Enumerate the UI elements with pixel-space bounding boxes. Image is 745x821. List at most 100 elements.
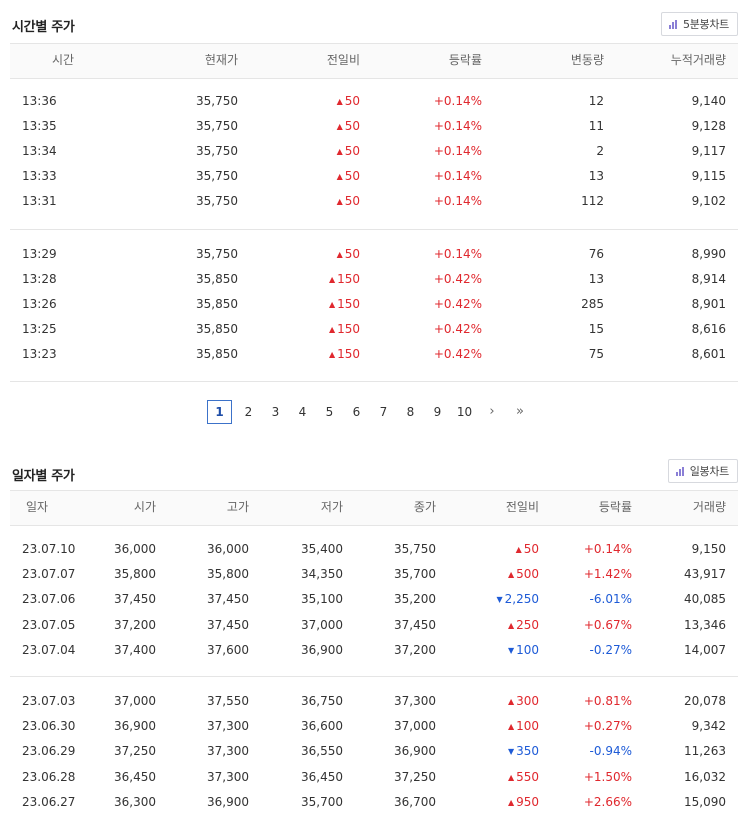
change-value: 50: [344, 169, 360, 183]
rate-cell: -6.01%: [589, 592, 632, 607]
cum-volume-cell: 8,914: [691, 272, 726, 286]
change-cell: ▲ 50: [337, 164, 360, 190]
up-triangle-icon: ▲: [507, 772, 515, 782]
table-row: 13:23 35,850 ▲ 150 +0.42% 75 8,601: [10, 342, 738, 367]
up-triangle-icon: ▲: [336, 197, 343, 206]
page-link[interactable]: 2: [244, 405, 253, 419]
up-triangle-icon: ▲: [507, 570, 515, 580]
price-cell: 35,750: [196, 194, 238, 208]
time-cell: 13:36: [22, 94, 57, 108]
price-cell: 35,850: [196, 322, 238, 336]
time-cell: 13:28: [22, 272, 57, 286]
rate-cell: +0.42%: [433, 272, 482, 286]
low-cell: 36,450: [301, 769, 343, 784]
page-link[interactable]: 7: [379, 405, 388, 419]
time-cell: 13:26: [22, 297, 57, 311]
table-row: 23.06.27 36,300 36,900 35,700 36,700 ▲ 950 +2.6…: [10, 790, 738, 815]
cum-volume-cell: 9,102: [691, 194, 726, 208]
pagination: 1 2 3 4 5 6 7 8 9 10 › »: [207, 400, 534, 424]
change-value: 2,250: [504, 592, 539, 607]
change-value: 50: [344, 94, 360, 108]
page-link[interactable]: 8: [406, 405, 415, 419]
up-triangle-icon: ▲: [336, 250, 343, 259]
change-cell: ▼ 100: [508, 638, 539, 664]
rate-cell: +0.42%: [433, 322, 482, 336]
header-daily-volume: 거래량: [692, 500, 726, 514]
rate-cell: +0.81%: [583, 694, 632, 708]
volume-change-cell: 12: [588, 94, 604, 108]
volume-cell: 13,346: [684, 617, 726, 632]
volume-cell: 9,342: [691, 719, 726, 734]
page-link[interactable]: 9: [433, 405, 442, 419]
date-cell: 23.07.05: [22, 617, 76, 632]
table-row: 13:28 35,850 ▲ 150 +0.42% 13 8,914: [10, 267, 738, 292]
rate-cell: +0.14%: [433, 194, 482, 208]
high-cell: 37,300: [207, 769, 249, 784]
header-high: 고가: [226, 500, 249, 514]
table-row: 23.06.28 36,450 37,300 36,450 37,250 ▲ 550 +1.5…: [10, 765, 738, 790]
rate-cell: +1.50%: [583, 769, 632, 784]
volume-change-cell: 13: [588, 272, 604, 286]
change-cell: ▲ 950: [508, 790, 539, 816]
up-triangle-icon: ▲: [336, 97, 343, 106]
date-cell: 23.06.28: [22, 769, 76, 784]
change-value: 250: [516, 617, 539, 632]
header-open: 시가: [133, 500, 156, 514]
rate-cell: +0.14%: [433, 119, 482, 133]
volume-change-cell: 285: [581, 297, 604, 311]
page-link[interactable]: 4: [298, 405, 307, 419]
cum-volume-cell: 9,115: [691, 169, 726, 183]
double-chevron-right-icon[interactable]: »: [516, 404, 524, 419]
cum-volume-cell: 8,616: [691, 322, 726, 336]
header-date: 일자: [26, 500, 49, 514]
rate-cell: +0.14%: [583, 542, 632, 556]
change-cell: ▲ 50: [337, 114, 360, 140]
change-value: 350: [516, 744, 539, 759]
change-value: 50: [523, 542, 539, 556]
volume-change-cell: 11: [588, 119, 604, 133]
page-current[interactable]: 1: [207, 400, 232, 424]
page-link[interactable]: 3: [271, 405, 280, 419]
bar-chart-icon: [675, 466, 685, 476]
change-value: 150: [337, 322, 360, 336]
open-cell: 37,400: [114, 642, 156, 657]
volume-change-cell: 76: [588, 247, 604, 261]
open-cell: 37,200: [114, 617, 156, 632]
close-cell: 37,300: [394, 694, 436, 708]
daily-group-divider: [10, 676, 738, 677]
cum-volume-cell: 8,990: [691, 247, 726, 261]
volume-cell: 16,032: [684, 769, 726, 784]
page-link[interactable]: 6: [352, 405, 361, 419]
daily-chart-button[interactable]: 일봉차트: [667, 459, 738, 483]
chevron-right-icon[interactable]: ›: [489, 404, 495, 419]
change-cell: ▲ 150: [329, 342, 360, 368]
rate-cell: +0.27%: [583, 719, 632, 734]
header-low: 저가: [320, 500, 343, 514]
volume-cell: 11,263: [684, 744, 726, 759]
volume-change-cell: 112: [581, 194, 604, 208]
close-cell: 37,450: [394, 617, 436, 632]
price-cell: 35,850: [196, 272, 238, 286]
change-cell: ▼ 2,250: [496, 587, 539, 613]
change-value: 150: [337, 297, 360, 311]
page-link[interactable]: 5: [325, 405, 334, 419]
table-row: 13:29 35,750 ▲ 50 +0.14% 76 8,990: [10, 242, 738, 267]
daily-price-section: 일자별 주가 일봉차트 일자 시가 고가 저가 종가 전일비 등락률 거래량 2…: [10, 455, 738, 821]
page-link[interactable]: 10: [456, 405, 473, 419]
change-cell: ▲ 50: [337, 139, 360, 165]
table-row: 23.07.04 37,400 37,600 36,900 37,200 ▼ 100 -0.2…: [10, 638, 738, 663]
rate-cell: +0.14%: [433, 94, 482, 108]
volume-cell: 14,007: [684, 642, 726, 657]
close-cell: 36,700: [394, 794, 436, 809]
open-cell: 36,000: [114, 542, 156, 556]
open-cell: 36,300: [114, 794, 156, 809]
time-price-section: 시간별 주가 5분봉차트 시간 현재가 전일비 등락률 변동량 누적거래량 13…: [10, 0, 738, 390]
five-min-chart-button[interactable]: 5분봉차트: [661, 12, 738, 36]
cum-volume-cell: 9,128: [691, 119, 726, 133]
time-cell: 13:34: [22, 144, 57, 158]
table-row: 23.07.03 37,000 37,550 36,750 37,300 ▲ 300 +0.8…: [10, 689, 738, 714]
open-cell: 36,900: [114, 719, 156, 734]
close-cell: 37,200: [394, 642, 436, 657]
up-triangle-icon: ▲: [507, 797, 515, 807]
change-value: 300: [516, 694, 539, 708]
